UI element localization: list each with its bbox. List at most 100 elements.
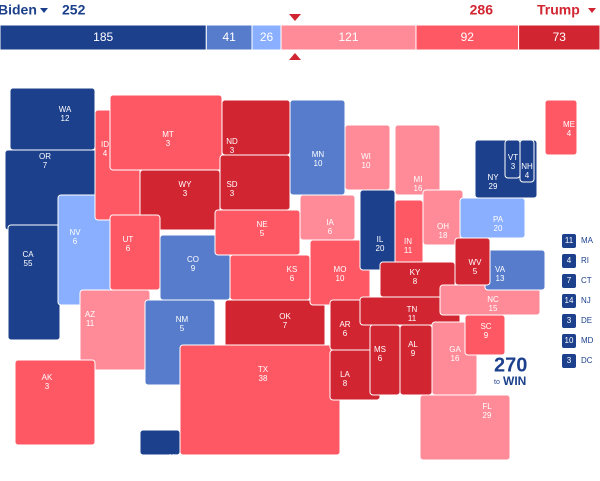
state-ev: 3 (230, 146, 235, 155)
state-ev: 10 (314, 159, 323, 168)
small-state-box[interactable] (562, 254, 576, 268)
state-abbr: VA (495, 265, 506, 274)
state-ev: 6 (126, 244, 131, 253)
state[interactable] (224, 299, 326, 351)
state-ev: 16 (414, 184, 423, 193)
state[interactable] (79, 289, 151, 371)
state-abbr: NV (69, 228, 81, 237)
state-ev: 20 (494, 224, 503, 233)
state-ev: 3 (183, 189, 188, 198)
state-ev: 4 (525, 171, 530, 180)
logo-win: WIN (503, 374, 526, 388)
small-state-ev: 3 (567, 356, 572, 365)
state-abbr: IL (377, 235, 384, 244)
state[interactable] (14, 359, 96, 446)
small-state-abbr: CT (581, 276, 592, 285)
small-state-box[interactable] (562, 294, 576, 308)
logo-number: 270 (494, 354, 527, 376)
bar-label: 185 (93, 30, 113, 44)
state-ev: 11 (408, 314, 417, 323)
state-abbr: NH (521, 162, 533, 171)
state-ev: 4 (171, 462, 176, 471)
state-ev: 3 (511, 162, 516, 171)
state[interactable] (229, 254, 311, 301)
state-ev: 6 (343, 329, 348, 338)
state-abbr: AR (339, 320, 350, 329)
state[interactable] (9, 87, 96, 151)
small-state-ev: 3 (567, 316, 572, 325)
state-abbr: NE (256, 220, 267, 229)
state-abbr: NC (487, 295, 499, 304)
state-ev: 38 (259, 374, 268, 383)
state[interactable] (289, 99, 346, 196)
state-ev: 6 (73, 237, 78, 246)
state[interactable] (394, 199, 424, 266)
state-abbr: FL (482, 402, 492, 411)
state-abbr: CA (22, 250, 34, 259)
state[interactable] (179, 344, 341, 456)
state-ev: 6 (378, 354, 383, 363)
small-state-abbr: DC (581, 356, 593, 365)
state-abbr: WV (469, 258, 483, 267)
small-state-box[interactable] (562, 314, 576, 328)
bar-segment (205, 24, 253, 51)
state[interactable] (139, 429, 181, 456)
state[interactable] (359, 189, 396, 271)
state-abbr: ME (563, 120, 575, 129)
dropdown-arrow[interactable] (588, 8, 596, 13)
state-ev: 5 (473, 267, 478, 276)
bar-label: 41 (223, 30, 237, 44)
bar-label: 26 (260, 30, 274, 44)
state[interactable] (419, 394, 511, 461)
state[interactable] (7, 224, 61, 341)
state-ev: 10 (336, 274, 345, 283)
state-ev: 4 (567, 129, 572, 138)
state-ev: 29 (483, 411, 492, 420)
state[interactable] (544, 99, 578, 156)
right-total: 286 (470, 2, 494, 18)
state-abbr: LA (340, 370, 350, 379)
logo: 270 to WIN (494, 354, 527, 388)
state-ev: 6 (290, 274, 295, 283)
state-abbr: OH (437, 222, 449, 231)
small-state-box[interactable] (562, 274, 576, 288)
state-abbr: KY (410, 268, 421, 277)
state-ev: 11 (404, 246, 413, 255)
bar-label: 73 (553, 30, 567, 44)
left-candidate: Biden (0, 2, 37, 18)
small-state-box[interactable] (562, 354, 576, 368)
state[interactable] (214, 209, 301, 256)
state-ev: 9 (191, 264, 196, 273)
state-ev: 4 (103, 149, 108, 158)
state-abbr: TN (407, 305, 418, 314)
logo-to: to (494, 379, 500, 386)
state-ev: 18 (439, 231, 448, 240)
small-state-box[interactable] (562, 334, 576, 348)
state-abbr: MN (312, 150, 325, 159)
state[interactable] (399, 324, 433, 396)
small-state-abbr: MA (581, 236, 594, 245)
states: WA12OR7CA55NV6ID4MT3WY3UT6AZ11CO9NM5ND3S… (4, 87, 578, 471)
state-abbr: VT (508, 153, 518, 162)
state[interactable] (394, 124, 441, 196)
state[interactable] (519, 139, 535, 183)
small-state-box[interactable] (562, 234, 576, 248)
state-abbr: WA (59, 105, 72, 114)
state[interactable] (369, 324, 401, 396)
state-ev: 9 (484, 331, 489, 340)
small-state-ev: 14 (565, 296, 574, 305)
left-total: 252 (62, 2, 86, 18)
state-ev: 3 (45, 382, 50, 391)
bar-label: 121 (338, 30, 358, 44)
dropdown-arrow[interactable] (40, 8, 48, 13)
state-ev: 55 (24, 259, 33, 268)
state-ev: 3 (230, 189, 235, 198)
state[interactable] (109, 214, 161, 291)
state-abbr: NM (176, 315, 189, 324)
state-ev: 12 (61, 114, 70, 123)
small-state-abbr: NJ (581, 296, 591, 305)
state-ev: 9 (411, 349, 416, 358)
small-state-ev: 11 (565, 236, 574, 245)
